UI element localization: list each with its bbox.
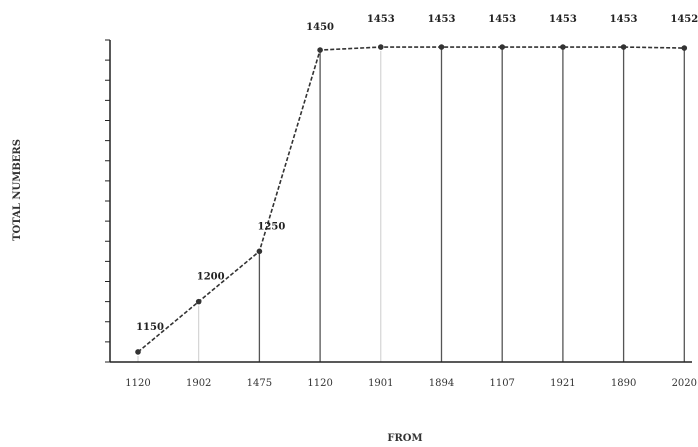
data-point-2: [256, 248, 263, 255]
x-tick-label-1: 1902: [186, 378, 211, 389]
data-label-3: 1450: [306, 22, 334, 33]
x-tick-label-7: 1921: [550, 378, 575, 389]
x-axis-title: FROM: [387, 433, 422, 444]
data-point-5: [438, 44, 445, 50]
data-label-7: 1453: [549, 14, 577, 25]
data-label-2: 1250: [257, 221, 285, 232]
data-point-8: [620, 44, 627, 50]
data-label-8: 1453: [610, 14, 638, 25]
data-point-9: [681, 45, 688, 51]
x-tick-label-9: 2020: [672, 378, 697, 389]
x-axis-tick-labels: 1120 1902 1475 1120 1901 1894 1107 1921 1890 2020: [125, 378, 697, 389]
x-tick-label-5: 1894: [429, 378, 454, 389]
data-point-7: [560, 44, 566, 50]
data-label-9: 1452: [670, 14, 698, 25]
data-labels: 1150 1200 1250 1450 1453 1453 1453 1453 1453 1452: [136, 14, 698, 333]
data-point-4: [378, 44, 384, 50]
x-tick-label-3: 1120: [307, 378, 332, 389]
data-point-0: [135, 349, 141, 355]
data-label-0: 1150: [136, 322, 164, 333]
series-line: [137, 46, 685, 353]
data-label-6: 1453: [488, 14, 516, 25]
data-point-6: [499, 44, 506, 50]
x-tick-label-8: 1890: [611, 378, 636, 389]
gridlines: [137, 47, 685, 362]
data-point-3: [317, 47, 323, 53]
axes: [109, 40, 692, 363]
y-axis-title: TOTAL NUMBERS: [12, 139, 23, 241]
data-label-5: 1453: [428, 14, 456, 25]
data-point-1: [195, 298, 202, 305]
x-tick-label-6: 1107: [489, 378, 514, 389]
y-axis-ticks: [105, 39, 110, 363]
x-tick-label-2: 1475: [247, 378, 272, 389]
x-tick-label-4: 1901: [368, 378, 393, 389]
data-label-4: 1453: [367, 14, 395, 25]
series-total-numbers: [135, 44, 688, 355]
x-tick-label-0: 1120: [125, 378, 150, 389]
data-label-1: 1200: [197, 272, 225, 283]
